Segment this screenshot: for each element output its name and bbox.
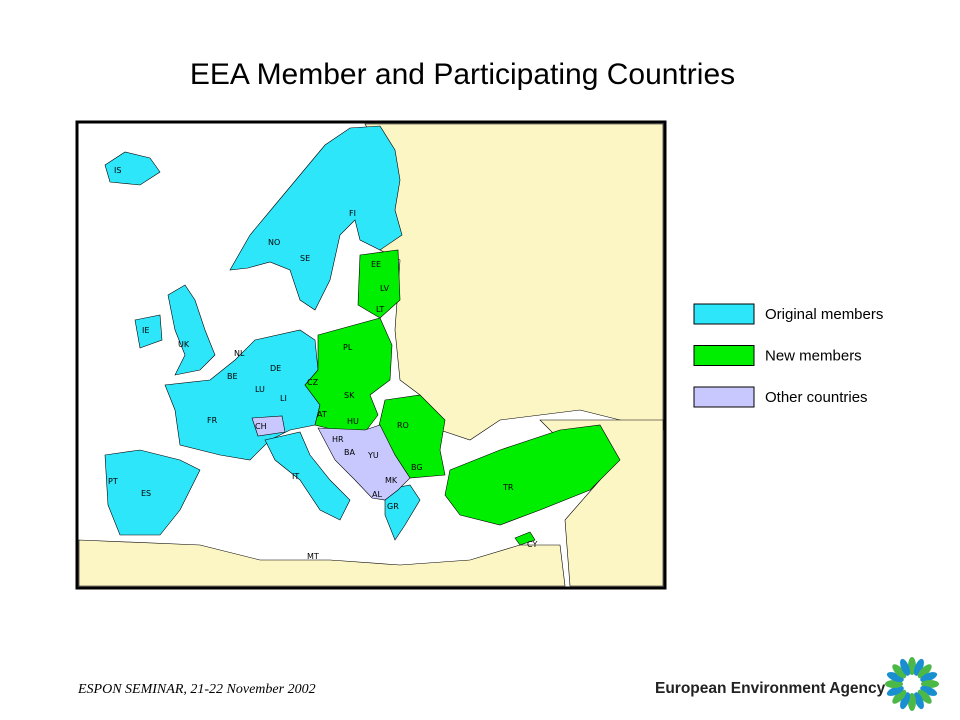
legend-label: New members [765,348,862,365]
country-label: EE [371,260,381,269]
country-label: RO [397,421,409,430]
country-label: AL [372,490,382,499]
country-label: LU [255,385,265,394]
country-label: SE [300,254,310,263]
country-label: NL [234,349,245,358]
legend-label: Original members [765,306,883,323]
logo-petal [913,658,924,676]
slide-title: EEA Member and Participating Countries [189,58,736,91]
country-label: BA [344,448,355,457]
country-label: MT [307,552,319,561]
logo-petal [892,664,907,679]
country-label: AT [317,410,327,419]
country-label: LI [280,394,287,403]
country-label: TR [502,483,514,492]
logo-petal [913,692,924,710]
logo-icon [885,657,939,711]
country-label: BE [227,372,238,381]
legend: Original members New members Other countri… [693,303,883,408]
country-label: YU [367,451,379,460]
country-label: HU [347,417,359,426]
logo-petal [920,685,938,696]
country-label: FR [207,416,218,425]
country-label: LV [380,284,390,293]
country-label: HR [332,435,344,444]
country-label: PT [108,477,118,486]
country-label: SK [344,391,355,400]
logo-center [903,675,921,693]
country-label: IS [114,166,121,175]
country-label: NO [268,238,280,247]
country-label: MK [385,476,398,485]
logo-petal [886,672,904,683]
country-label: CH [255,422,267,431]
country-label: PL [343,343,353,352]
logo-petal [900,658,911,676]
country-label: DE [270,364,281,373]
footer: ESPON SEMINAR, 21-22 November 2002 [78,682,316,697]
country-label: IT [292,472,299,481]
country-label: ES [141,489,151,498]
country-label: IE [142,326,149,335]
logo-petal [920,672,938,683]
country-label: UK [178,340,190,349]
country-label: CY [527,540,537,549]
legend-swatch [693,303,755,325]
country-label: FI [349,209,356,218]
country-label: LT [376,305,384,314]
logo-petal [917,664,932,679]
legend-label: Other countries [765,389,868,406]
logo-text: European Environment Agency [655,680,886,697]
country-label: BG [411,463,423,472]
logo-petal [900,692,911,710]
legend-swatch [693,386,755,408]
logo-petal [886,685,904,696]
country-label: CZ [307,378,319,387]
legend-swatch [693,345,755,366]
map-land [78,123,664,587]
logo-petal [892,689,907,704]
country-labels: IS NO SE FI EE LV LT IE UK NL BE LU DE LI PL CZ SK AT HU CH… [108,166,537,561]
logo-petal [917,689,932,704]
country-label: GR [387,502,399,511]
